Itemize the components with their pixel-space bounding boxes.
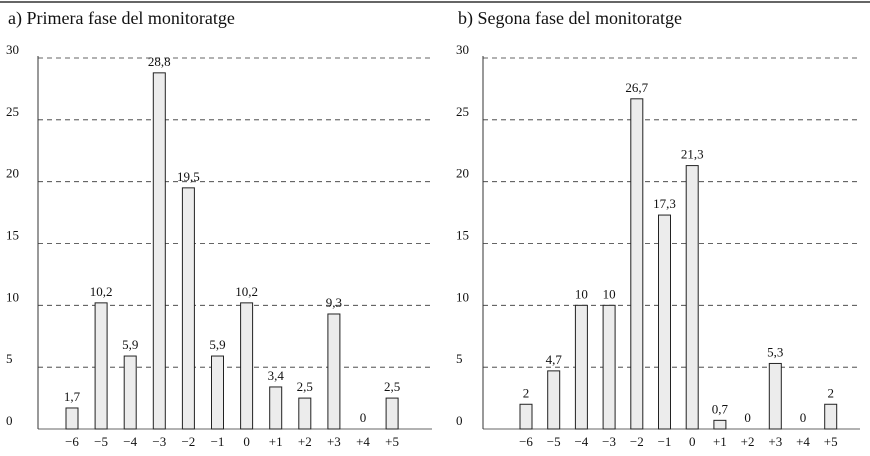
x-tick-label: −6 xyxy=(65,434,79,449)
bar xyxy=(574,304,588,430)
bar xyxy=(123,355,137,430)
bar xyxy=(211,355,224,430)
y-tick-label: 30 xyxy=(456,42,469,57)
data-label: 0 xyxy=(744,410,751,425)
data-label: 3,4 xyxy=(268,368,285,383)
x-tick-label: −5 xyxy=(547,434,561,449)
y-tick-label: 15 xyxy=(6,227,19,242)
x-tick-label: +5 xyxy=(824,434,838,449)
x-tick-label: −2 xyxy=(630,434,644,449)
data-label: 21,3 xyxy=(681,147,704,162)
data-label: 10 xyxy=(575,286,588,301)
data-label: 19,5 xyxy=(177,169,200,184)
x-tick-label: +5 xyxy=(385,434,399,449)
bar xyxy=(269,386,283,430)
x-tick-label: −5 xyxy=(94,434,108,449)
bar xyxy=(327,313,341,430)
x-tick-label: −1 xyxy=(211,434,225,449)
x-tick-label: 0 xyxy=(243,434,250,449)
x-tick-label: −6 xyxy=(519,434,533,449)
x-tick-label: +2 xyxy=(298,434,312,449)
bar xyxy=(685,165,699,430)
y-tick-label: 25 xyxy=(456,104,469,119)
data-label: 17,3 xyxy=(653,196,676,211)
chart-title: a) Primera fase del monitoratge xyxy=(8,8,235,29)
y-tick-label: 15 xyxy=(456,227,469,242)
data-label: 4,7 xyxy=(546,352,563,367)
y-tick-label: 5 xyxy=(456,351,463,366)
bar xyxy=(152,72,166,430)
bar xyxy=(547,370,561,430)
x-tick-label: −1 xyxy=(658,434,672,449)
x-tick-label: +2 xyxy=(741,434,755,449)
x-tick-label: +1 xyxy=(713,434,727,449)
x-tick-label: −3 xyxy=(152,434,166,449)
bar xyxy=(630,98,644,430)
y-tick-label: 10 xyxy=(6,289,19,304)
y-tick-label: 0 xyxy=(6,413,13,428)
y-tick-label: 20 xyxy=(6,166,19,181)
x-tick-label: +3 xyxy=(768,434,782,449)
bar xyxy=(94,302,108,430)
y-tick-label: 0 xyxy=(456,413,463,428)
data-label: 0 xyxy=(800,410,807,425)
bar xyxy=(713,419,727,430)
data-label: 10,2 xyxy=(90,284,113,299)
x-tick-label: +1 xyxy=(269,434,283,449)
data-label: 2,5 xyxy=(297,379,313,394)
data-label: 5,3 xyxy=(767,344,783,359)
data-label: 10,2 xyxy=(235,284,258,299)
bar xyxy=(768,362,782,430)
data-label: 9,3 xyxy=(326,295,342,310)
bar xyxy=(181,187,195,430)
data-label: 2,5 xyxy=(384,379,400,394)
x-tick-label: +4 xyxy=(356,434,370,449)
x-tick-label: +4 xyxy=(796,434,810,449)
y-tick-label: 20 xyxy=(456,166,469,181)
bar xyxy=(658,214,671,430)
y-tick-label: 10 xyxy=(456,289,469,304)
bar xyxy=(298,397,312,430)
bar xyxy=(240,302,254,430)
y-tick-label: 25 xyxy=(6,104,19,119)
x-tick-label: −4 xyxy=(123,434,137,449)
data-label: 2 xyxy=(523,385,530,400)
x-tick-label: −4 xyxy=(574,434,588,449)
data-label: 5,9 xyxy=(122,337,138,352)
y-tick-label: 30 xyxy=(6,42,19,57)
data-label: 1,7 xyxy=(64,389,81,404)
data-label: 26,7 xyxy=(625,80,648,95)
data-label: 2 xyxy=(827,385,834,400)
bar xyxy=(824,403,838,430)
data-label: 0,7 xyxy=(712,401,729,416)
chart-title: b) Segona fase del monitoratge xyxy=(458,8,682,29)
data-label: 5,9 xyxy=(209,337,225,352)
x-tick-label: +3 xyxy=(327,434,341,449)
bar xyxy=(65,407,79,430)
data-label: 0 xyxy=(360,410,367,425)
x-tick-label: −2 xyxy=(181,434,195,449)
x-tick-label: 0 xyxy=(689,434,696,449)
bar xyxy=(385,397,399,430)
data-label: 10 xyxy=(603,286,616,301)
x-tick-label: −3 xyxy=(602,434,616,449)
bar xyxy=(519,403,533,430)
y-tick-label: 5 xyxy=(6,351,13,366)
bar xyxy=(602,304,616,430)
data-label: 28,8 xyxy=(148,54,171,69)
